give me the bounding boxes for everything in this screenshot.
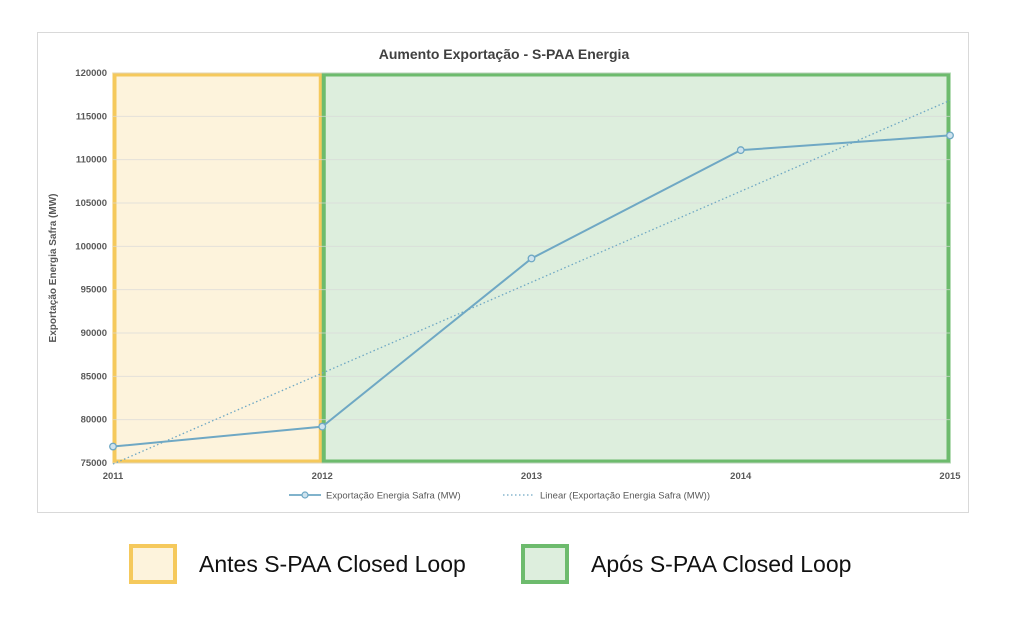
y-tick-label: 100000 — [75, 241, 107, 252]
y-tick-label: 120000 — [75, 68, 107, 79]
x-tick-label: 2013 — [521, 471, 542, 482]
plot-area: 75000 80000 85000 90000 95000 100000 105000 110… — [75, 68, 961, 502]
legend-trend-label: Linear (Exportação Energia Safra (MW)) — [540, 491, 710, 502]
data-point — [736, 146, 745, 155]
y-tick-label: 85000 — [81, 371, 107, 382]
trendline — [112, 99, 951, 465]
chart-svg: Aumento Exportação - S-PAA Energia Expor… — [48, 46, 961, 502]
apos-swatch — [521, 544, 569, 584]
data-point — [946, 131, 954, 140]
shaded-region-2 — [321, 72, 951, 464]
legend-series-label: Exportação Energia Safra (MW) — [326, 491, 461, 502]
chart-frame: Aumento Exportação - S-PAA Energia Expor… — [37, 32, 969, 513]
y-tick-label: 80000 — [81, 415, 107, 426]
chart-title: Aumento Exportação - S-PAA Energia — [379, 46, 630, 62]
y-tick-label: 110000 — [76, 155, 107, 166]
shaded-region-1 — [112, 72, 323, 464]
y-tick-label: 90000 — [81, 328, 107, 339]
data-point — [527, 254, 536, 263]
legend-antes: Antes S-PAA Closed Loop — [129, 544, 466, 584]
y-axis-label: Exportação Energia Safra (MW) — [48, 194, 59, 343]
y-tick-label: 95000 — [81, 285, 107, 296]
x-tick-label: 2011 — [103, 471, 124, 482]
apos-label: Após S-PAA Closed Loop — [591, 550, 852, 577]
legend-series-marker — [301, 491, 309, 499]
x-tick-label: 2014 — [730, 471, 752, 482]
y-tick-label: 105000 — [75, 198, 107, 209]
antes-swatch — [129, 544, 177, 584]
x-tick-label: 2015 — [939, 471, 961, 482]
data-point — [318, 422, 327, 431]
legend-apos: Após S-PAA Closed Loop — [521, 544, 851, 584]
data-point — [109, 442, 117, 451]
x-tick-label: 2012 — [312, 471, 333, 482]
y-tick-label: 115000 — [76, 111, 107, 122]
y-tick-label: 75000 — [81, 458, 107, 469]
series-legend: Exportação Energia Safra (MW) Linear (Exp… — [289, 491, 710, 502]
antes-label: Antes S-PAA Closed Loop — [199, 550, 466, 577]
